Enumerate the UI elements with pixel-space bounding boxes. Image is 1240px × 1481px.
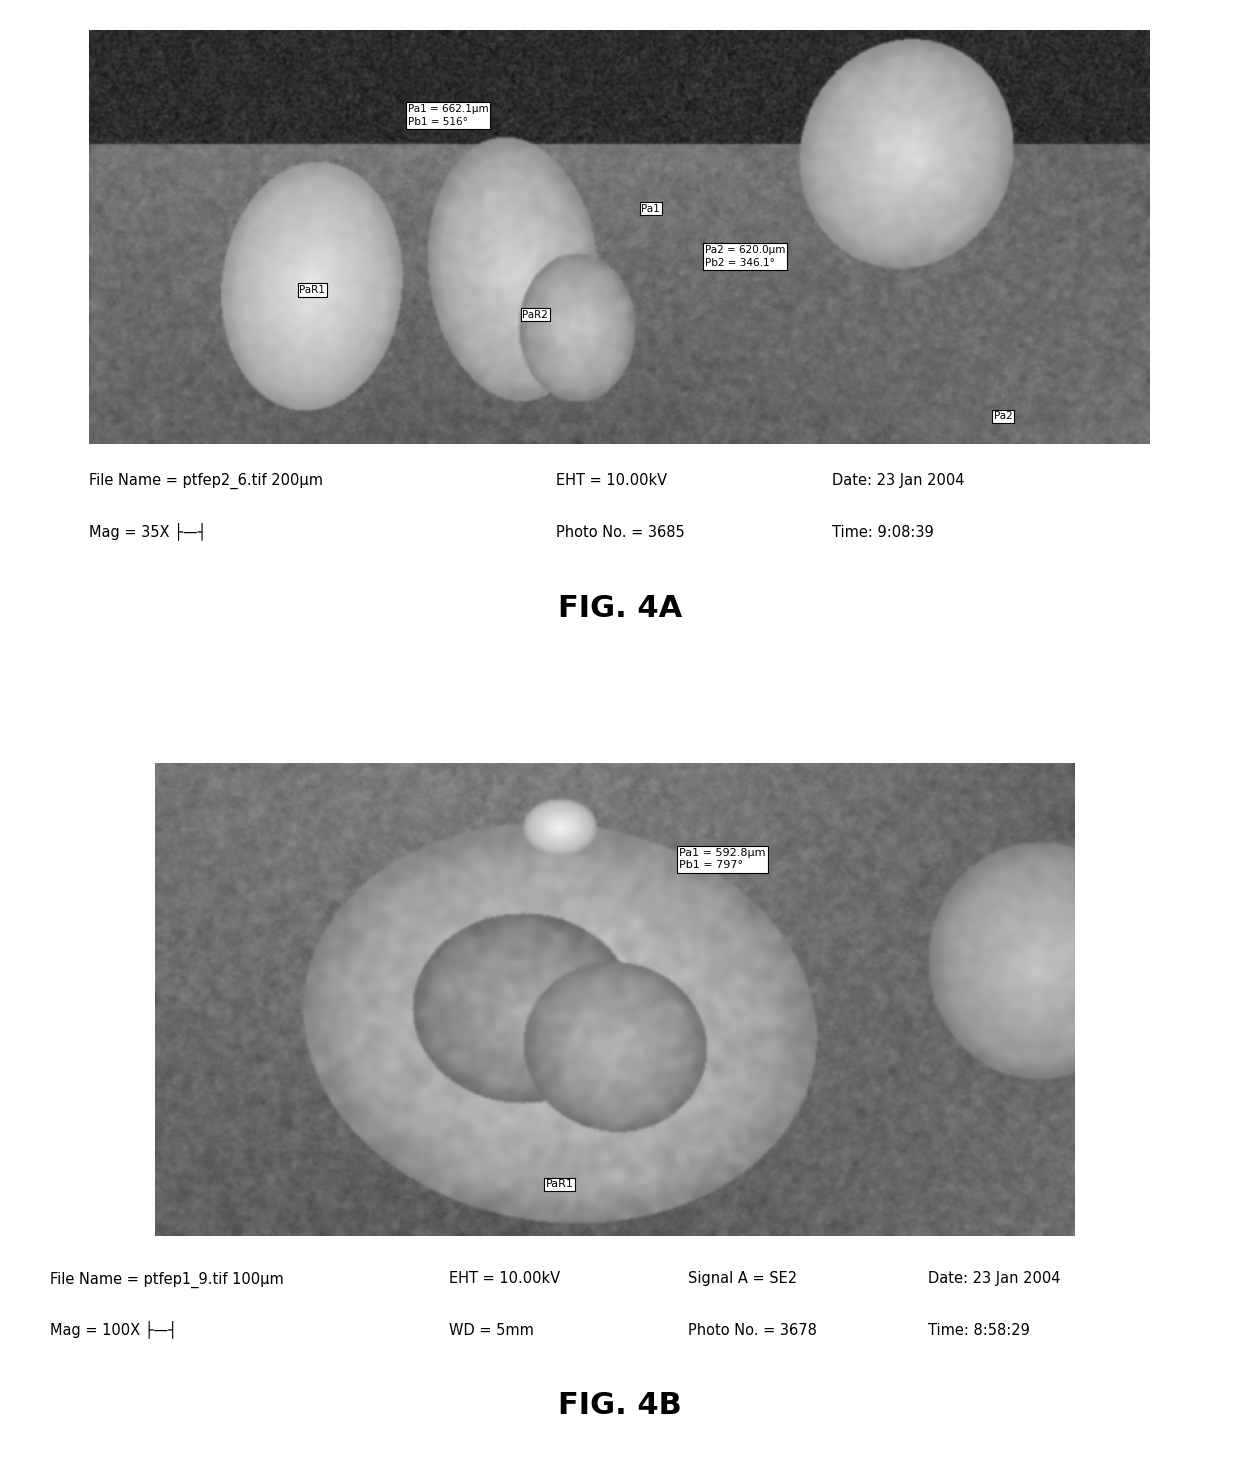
Text: Photo No. = 3685: Photo No. = 3685 xyxy=(557,524,684,541)
Text: Signal A = SE2: Signal A = SE2 xyxy=(688,1271,797,1287)
Text: Pa1: Pa1 xyxy=(641,204,660,213)
Text: PaR1: PaR1 xyxy=(299,284,325,295)
Text: File Name = ptfep1_9.tif 100µm: File Name = ptfep1_9.tif 100µm xyxy=(50,1271,284,1287)
Text: File Name = ptfep2_6.tif 200µm: File Name = ptfep2_6.tif 200µm xyxy=(89,474,324,489)
Text: Time: 8:58:29: Time: 8:58:29 xyxy=(928,1323,1030,1339)
Text: PaR1: PaR1 xyxy=(546,1179,574,1189)
Text: Pa2: Pa2 xyxy=(994,412,1013,421)
Text: Mag = 35X ├—┤: Mag = 35X ├—┤ xyxy=(89,521,207,541)
Text: EHT = 10.00kV: EHT = 10.00kV xyxy=(557,474,667,489)
Text: PaR2: PaR2 xyxy=(522,310,548,320)
Text: Time: 9:08:39: Time: 9:08:39 xyxy=(832,524,934,541)
Text: EHT = 10.00kV: EHT = 10.00kV xyxy=(449,1271,560,1287)
Text: Pa2 = 620.0µm
Pb2 = 346.1°: Pa2 = 620.0µm Pb2 = 346.1° xyxy=(704,246,785,268)
Text: Pa1 = 662.1µm
Pb1 = 516°: Pa1 = 662.1µm Pb1 = 516° xyxy=(408,104,489,127)
Text: FIG. 4B: FIG. 4B xyxy=(558,1391,682,1420)
Text: Photo No. = 3678: Photo No. = 3678 xyxy=(688,1323,817,1339)
Text: Mag = 100X ├—┤: Mag = 100X ├—┤ xyxy=(50,1320,176,1339)
Text: WD = 5mm: WD = 5mm xyxy=(449,1323,533,1339)
Text: Date: 23 Jan 2004: Date: 23 Jan 2004 xyxy=(928,1271,1060,1287)
Text: FIG. 4A: FIG. 4A xyxy=(558,594,682,624)
Text: Pa1 = 592.8µm
Pb1 = 797°: Pa1 = 592.8µm Pb1 = 797° xyxy=(680,849,766,871)
Text: Date: 23 Jan 2004: Date: 23 Jan 2004 xyxy=(832,474,965,489)
